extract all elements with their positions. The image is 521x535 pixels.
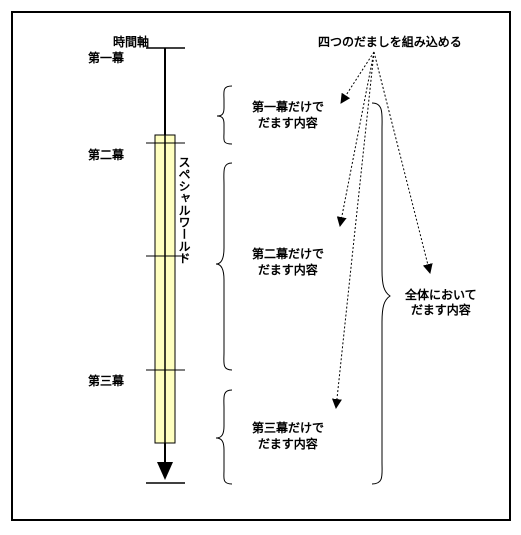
act2-brace	[215, 162, 233, 371]
act1-label: 第一幕	[88, 50, 125, 65]
act1-trick-line1: 第一幕だけで	[252, 99, 324, 114]
overall-trick-line2: だます内容	[411, 302, 471, 317]
act2-trick-line2: だます内容	[258, 262, 318, 277]
act3-trick-line1: 第三幕だけで	[252, 420, 324, 435]
act3-brace	[215, 389, 233, 485]
act2-label: 第二幕	[88, 147, 125, 162]
arrow-to-act2	[336, 51, 375, 227]
act3-trick-line2: だます内容	[258, 436, 318, 451]
overall-trick-line1: 全体において	[404, 287, 477, 302]
axis-arrow-icon	[157, 462, 173, 480]
act3-label: 第三幕	[88, 373, 125, 388]
top-note: 四つのだましを組み込める	[318, 34, 462, 49]
arrow-to-overall	[373, 51, 433, 274]
act1-trick-line2: だます内容	[258, 115, 318, 130]
act1-brace	[216, 85, 233, 145]
act2-trick-line1: 第二幕だけで	[252, 246, 324, 261]
special-world-label: スペシャルワールド	[177, 156, 191, 264]
time-axis-label: 時間軸	[113, 34, 149, 49]
overall-brace	[371, 102, 391, 485]
